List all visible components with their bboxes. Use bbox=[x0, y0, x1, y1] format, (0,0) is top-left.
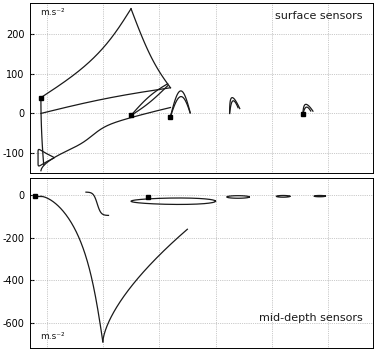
Text: surface sensors: surface sensors bbox=[275, 11, 363, 21]
Text: mid-depth sensors: mid-depth sensors bbox=[259, 313, 363, 323]
Text: m.s⁻²: m.s⁻² bbox=[40, 8, 65, 17]
Text: m.s⁻²: m.s⁻² bbox=[40, 332, 65, 342]
